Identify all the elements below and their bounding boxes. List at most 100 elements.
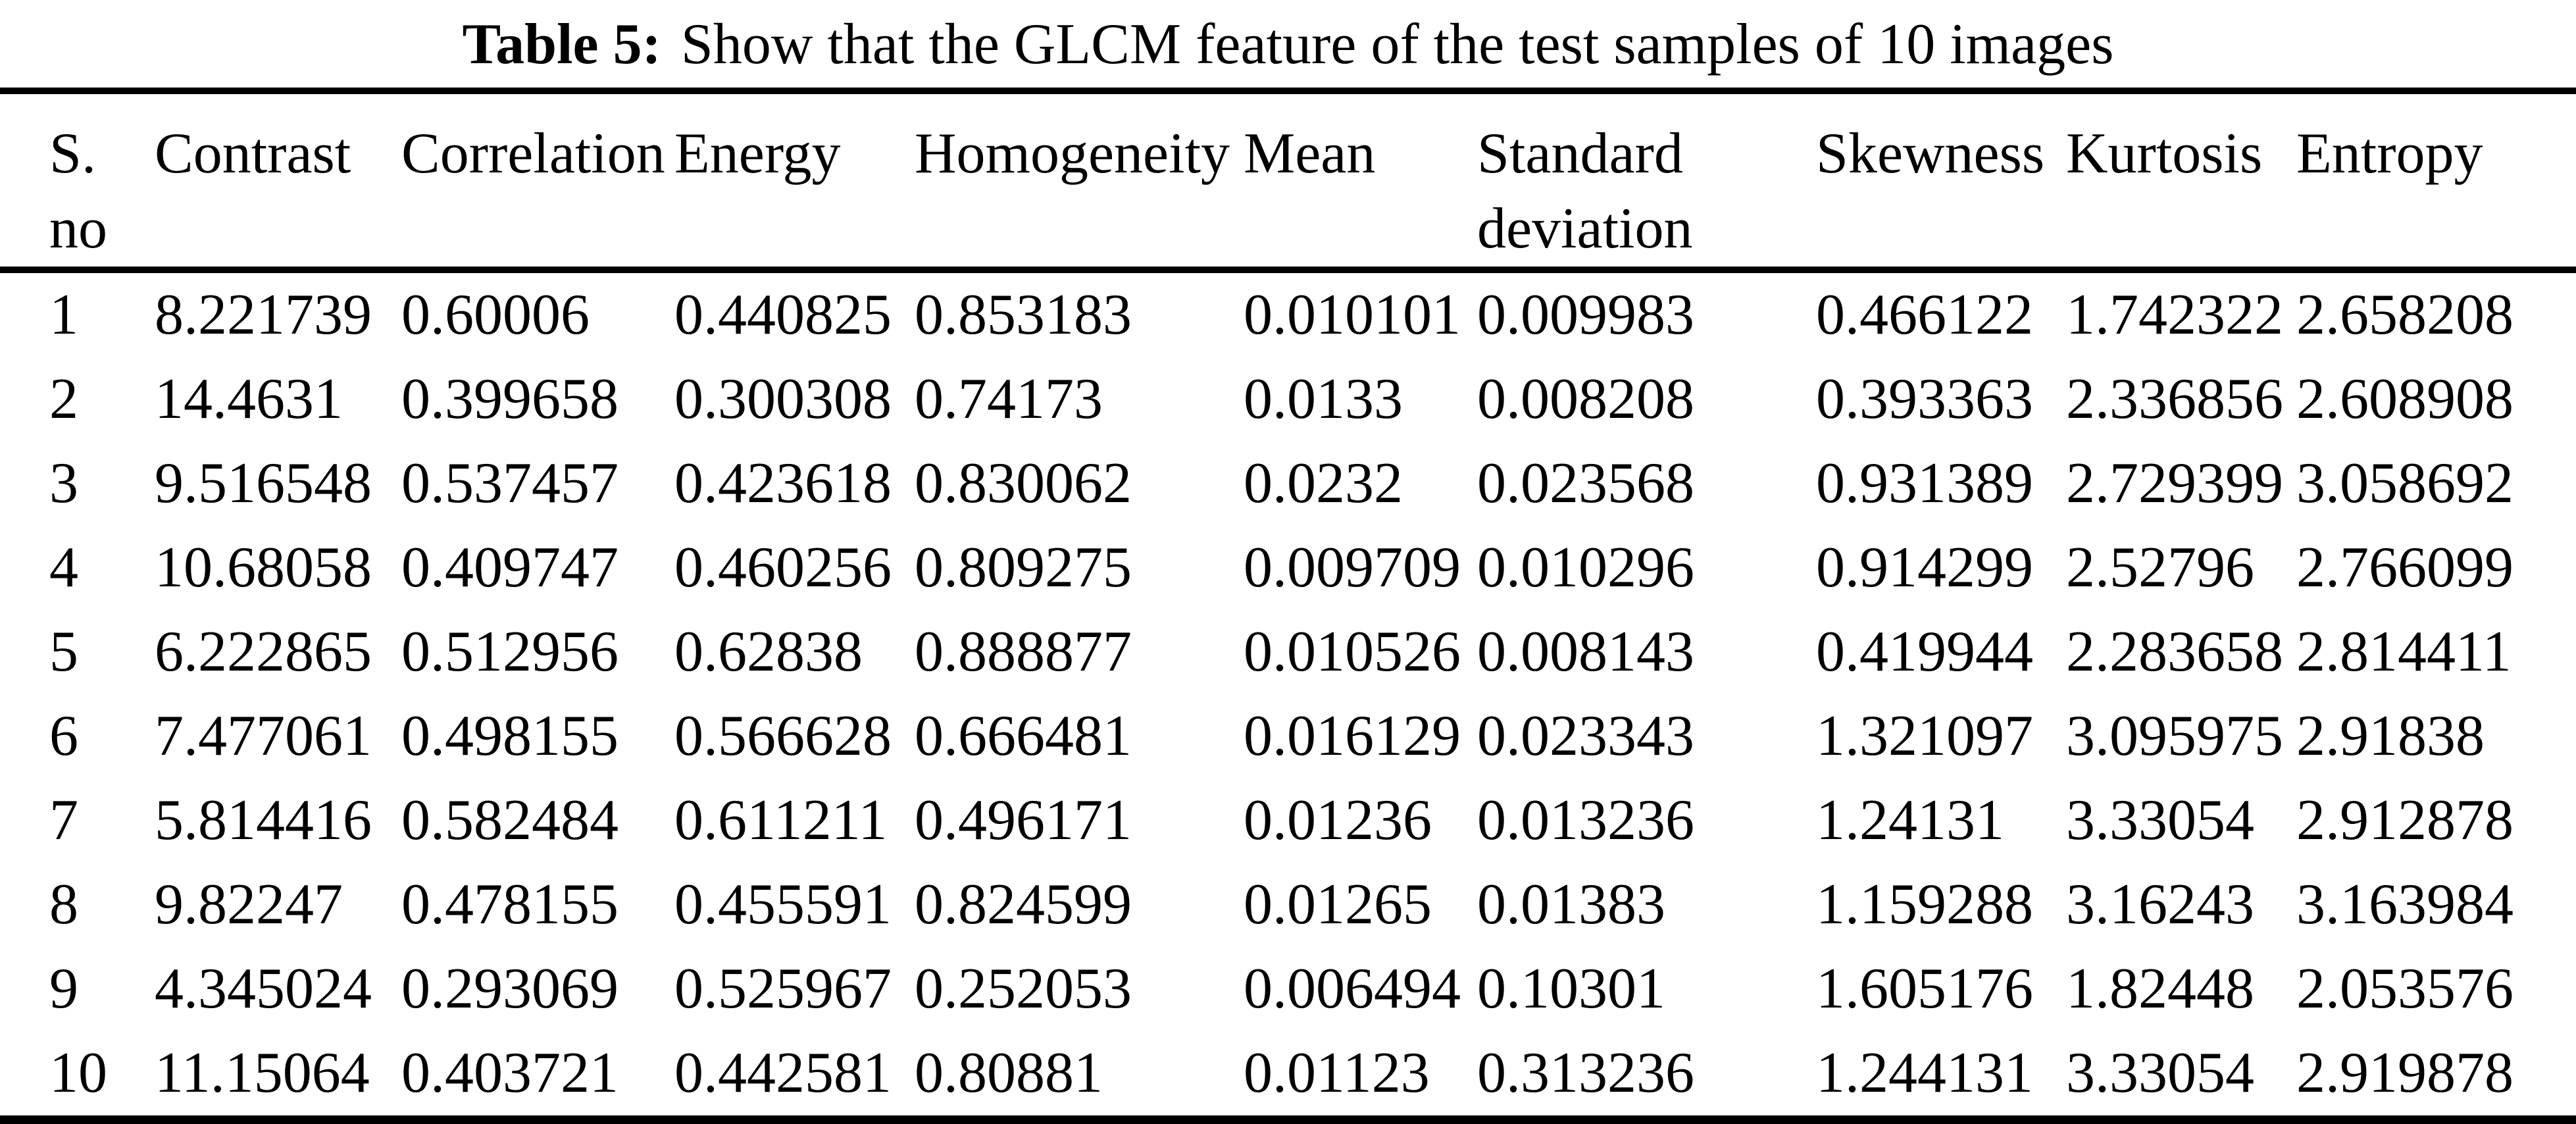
table-cell: 2.912878 xyxy=(2296,788,2513,852)
col-header-homogeneity: Homogeneity xyxy=(915,122,1230,186)
col-header-mean: Mean xyxy=(1244,122,1376,186)
header-row: S. no Contrast Correlation Energy Homoge… xyxy=(0,91,2576,270)
table-cell: 0.023568 xyxy=(1477,451,1694,515)
table-cell: 8 xyxy=(49,873,78,936)
table-cell: 0.009709 xyxy=(1244,536,1461,600)
table-cell: 9.516548 xyxy=(155,451,372,515)
table-cell: 0.666481 xyxy=(915,704,1132,768)
table-cell: 0.023343 xyxy=(1477,704,1694,768)
table-cell: 1.605176 xyxy=(1816,957,2033,1021)
table-cell: 0.442581 xyxy=(674,1041,892,1105)
table-cell: 5.814416 xyxy=(155,788,372,852)
table-cell: 1.82448 xyxy=(2066,957,2254,1021)
table-cell: 0.423618 xyxy=(674,451,892,515)
table-cell: 10.68058 xyxy=(155,536,372,600)
table-cell: 0.460256 xyxy=(674,536,892,600)
table-cell: 1.244131 xyxy=(1816,1041,2033,1105)
col-header-correlation: Correlation xyxy=(401,122,665,186)
table-cell: 0.0133 xyxy=(1244,367,1403,431)
table-cell: 2.729399 xyxy=(2066,451,2283,515)
table-cell: 6 xyxy=(49,704,78,768)
table-caption-label: Table 5: xyxy=(462,13,661,76)
table-cell: 0.409747 xyxy=(401,536,619,600)
table-cell: 9 xyxy=(49,957,78,1021)
table-cell: 0.313236 xyxy=(1477,1041,1694,1105)
table-cell: 1.321097 xyxy=(1816,704,2033,768)
table-cell: 7.477061 xyxy=(155,704,372,768)
table-row: 8 9.82247 0.478155 0.455591 0.824599 0.0… xyxy=(0,863,2576,947)
table-cell: 1 xyxy=(49,283,78,347)
table-cell: 0.888877 xyxy=(915,620,1132,684)
table-cell: 0.830062 xyxy=(915,451,1132,515)
table-cell: 0.496171 xyxy=(915,788,1132,852)
table-cell: 4.345024 xyxy=(155,957,372,1021)
col-header-entropy: Entropy xyxy=(2296,122,2483,186)
table-cell: 8.221739 xyxy=(155,283,372,347)
col-header-energy: Energy xyxy=(674,122,841,186)
table-cell: 0.62838 xyxy=(674,620,863,684)
table-cell: 0.006494 xyxy=(1244,957,1461,1021)
table-cell: 0.01123 xyxy=(1244,1041,1430,1105)
table-cell: 9.82247 xyxy=(155,873,343,936)
table-cell: 2.52796 xyxy=(2066,536,2254,600)
table-cell: 0.824599 xyxy=(915,873,1132,936)
table-cell: 0.393363 xyxy=(1816,367,2033,431)
col-header-sno: S. no xyxy=(49,122,107,261)
table-row: 9 4.345024 0.293069 0.525967 0.252053 0.… xyxy=(0,947,2576,1031)
table-cell: 0.525967 xyxy=(674,957,892,1021)
table-row: 3 9.516548 0.537457 0.423618 0.830062 0.… xyxy=(0,442,2576,526)
table-cell: 0.399658 xyxy=(401,367,619,431)
table-cell: 2.283658 xyxy=(2066,620,2283,684)
table-row: 4 10.68058 0.409747 0.460256 0.809275 0.… xyxy=(0,526,2576,610)
table-cell: 0.440825 xyxy=(674,283,892,347)
table-cell: 1.24131 xyxy=(1816,788,2004,852)
table-cell: 0.10301 xyxy=(1477,957,1665,1021)
glcm-feature-table: S. no Contrast Correlation Energy Homoge… xyxy=(0,88,2576,1124)
table-cell: 1.159288 xyxy=(1816,873,2033,936)
table-cell: 4 xyxy=(49,536,78,600)
table-cell: 3.33054 xyxy=(2066,1041,2254,1105)
table-cell: 10 xyxy=(49,1041,107,1105)
table-cell: 0.60006 xyxy=(401,283,590,347)
table-head: S. no Contrast Correlation Energy Homoge… xyxy=(0,91,2576,270)
table-cell: 0.80881 xyxy=(915,1041,1103,1105)
table-cell: 0.008208 xyxy=(1477,367,1694,431)
table-cell: 0.010101 xyxy=(1244,283,1461,347)
table-cell: 2.336856 xyxy=(2066,367,2283,431)
col-header-kurtosis: Kurtosis xyxy=(2066,122,2263,186)
table-cell: 0.008143 xyxy=(1477,620,1694,684)
table-cell: 0.01236 xyxy=(1244,788,1432,852)
table-cell: 0.537457 xyxy=(401,451,619,515)
table-caption: Table 5: Show that the GLCM feature of th… xyxy=(0,0,2576,88)
table-cell: 2 xyxy=(49,367,78,431)
table-cell: 0.566628 xyxy=(674,704,892,768)
table-row: 7 5.814416 0.582484 0.611211 0.496171 0.… xyxy=(0,779,2576,863)
col-header-contrast: Contrast xyxy=(155,122,351,186)
table-row: 1 8.221739 0.60006 0.440825 0.853183 0.0… xyxy=(0,270,2576,357)
table-cell: 3 xyxy=(49,451,78,515)
col-header-skewness: Skewness xyxy=(1816,122,2045,186)
table-cell: 0.293069 xyxy=(401,957,619,1021)
table-row: 6 7.477061 0.498155 0.566628 0.666481 0.… xyxy=(0,694,2576,779)
table-cell: 3.33054 xyxy=(2066,788,2254,852)
table-cell: 0.478155 xyxy=(401,873,619,936)
table-cell: 0.419944 xyxy=(1816,620,2033,684)
table-cell: 3.163984 xyxy=(2296,873,2513,936)
table-cell: 2.658208 xyxy=(2296,283,2513,347)
table-cell: 0.010526 xyxy=(1244,620,1461,684)
table-cell: 2.766099 xyxy=(2296,536,2513,600)
table-cell: 0.01383 xyxy=(1477,873,1665,936)
table-cell: 2.919878 xyxy=(2296,1041,2513,1105)
table-cell: 0.466122 xyxy=(1816,283,2033,347)
table-cell: 0.009983 xyxy=(1477,283,1694,347)
table-cell: 0.01265 xyxy=(1244,873,1432,936)
table-cell: 14.4631 xyxy=(155,367,343,431)
table-cell: 0.809275 xyxy=(915,536,1132,600)
table-cell: 11.15064 xyxy=(155,1041,370,1105)
table-cell: 2.91838 xyxy=(2296,704,2485,768)
table-cell: 0.010296 xyxy=(1477,536,1694,600)
table-cell: 0.931389 xyxy=(1816,451,2033,515)
table-cell: 0.455591 xyxy=(674,873,892,936)
table-cell: 3.095975 xyxy=(2066,704,2283,768)
